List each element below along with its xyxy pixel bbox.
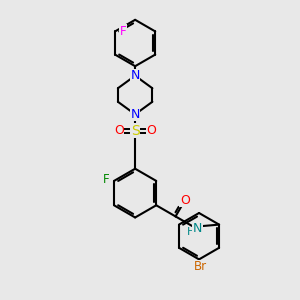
- Text: F: F: [102, 173, 109, 186]
- Text: O: O: [180, 194, 190, 207]
- Text: Br: Br: [194, 260, 207, 273]
- Text: N: N: [193, 222, 202, 235]
- Text: N: N: [130, 108, 140, 121]
- Text: F: F: [120, 25, 127, 38]
- Text: N: N: [130, 69, 140, 82]
- Text: H: H: [187, 227, 195, 237]
- Text: O: O: [146, 124, 156, 137]
- Text: S: S: [131, 124, 140, 138]
- Text: O: O: [114, 124, 124, 137]
